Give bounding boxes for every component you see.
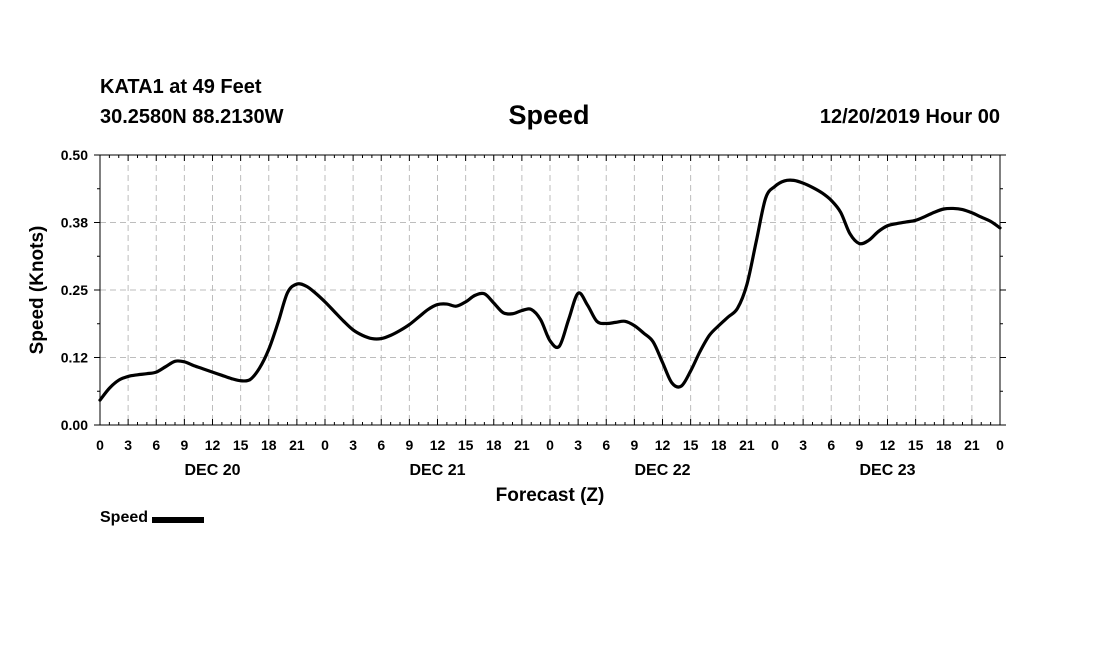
x-tick-label: 9 (180, 437, 188, 453)
series-line-speed (98, 178, 1002, 402)
x-tick-label: 3 (799, 437, 807, 453)
legend-swatch-speed (152, 516, 205, 523)
x-tick-label: 6 (602, 437, 610, 453)
x-tick-label: 18 (486, 437, 502, 453)
x-tick-label: 3 (349, 437, 357, 453)
x-tick-label: 12 (430, 437, 446, 453)
x-tick-label: 15 (233, 437, 249, 453)
x-tick-label: 6 (377, 437, 385, 453)
x-tick-label: 15 (908, 437, 924, 453)
day-label: DEC 20 (184, 462, 240, 479)
x-axis-label: Forecast (Z) (496, 485, 605, 506)
x-tick-label: 18 (711, 437, 727, 453)
x-tick-label: 12 (205, 437, 221, 453)
x-tick-label: 15 (683, 437, 699, 453)
legend: Speed (100, 509, 205, 527)
x-tick-label: 0 (771, 437, 779, 453)
axes (94, 154, 1006, 426)
x-tick-label: 9 (405, 437, 413, 453)
coordinates-label: 30.2580N 88.2130W (100, 106, 284, 128)
y-tick-label: 0.12 (61, 350, 88, 366)
station-label: KATA1 at 49 Feet (100, 76, 262, 98)
x-tick-label: 15 (458, 437, 474, 453)
series-layer (98, 178, 1002, 402)
day-label: DEC 23 (859, 462, 915, 479)
y-tick-label: 0.25 (61, 282, 88, 298)
x-tick-label: 21 (739, 437, 755, 453)
y-tick-label: 0.00 (61, 417, 88, 433)
x-tick-label: 6 (152, 437, 160, 453)
x-tick-label: 3 (124, 437, 132, 453)
x-tick-label: 0 (996, 437, 1004, 453)
y-tick-label: 0.50 (61, 147, 88, 163)
day-label: DEC 22 (634, 462, 690, 479)
x-tick-label: 9 (855, 437, 863, 453)
x-tick-label: 18 (261, 437, 277, 453)
forecast-datetime: 12/20/2019 Hour 00 (819, 106, 1000, 128)
x-tick-label: 0 (546, 437, 554, 453)
day-label: DEC 21 (409, 462, 465, 479)
x-tick-label: 9 (630, 437, 638, 453)
x-tick-label: 21 (964, 437, 980, 453)
x-tick-label: 18 (936, 437, 952, 453)
x-tick-label: 21 (514, 437, 530, 453)
x-tick-label: 6 (827, 437, 835, 453)
x-tick-label: 12 (655, 437, 671, 453)
grid (100, 155, 1000, 425)
x-tick-label: 0 (96, 437, 104, 453)
axis-labels: 0.00 0.12 0.25 0.38 0.50 0 3 6 9 12 15 18 21 0 3 6 9 12 15… (27, 147, 1004, 506)
x-tick-label: 21 (289, 437, 305, 453)
x-tick-label: 3 (574, 437, 582, 453)
y-axis-label: Speed (Knots) (27, 226, 48, 355)
y-tick-label: 0.38 (61, 215, 88, 231)
x-tick-label: 12 (880, 437, 896, 453)
chart-title: Speed (508, 100, 590, 130)
legend-label-speed: Speed (100, 509, 149, 526)
x-tick-label: 0 (321, 437, 329, 453)
